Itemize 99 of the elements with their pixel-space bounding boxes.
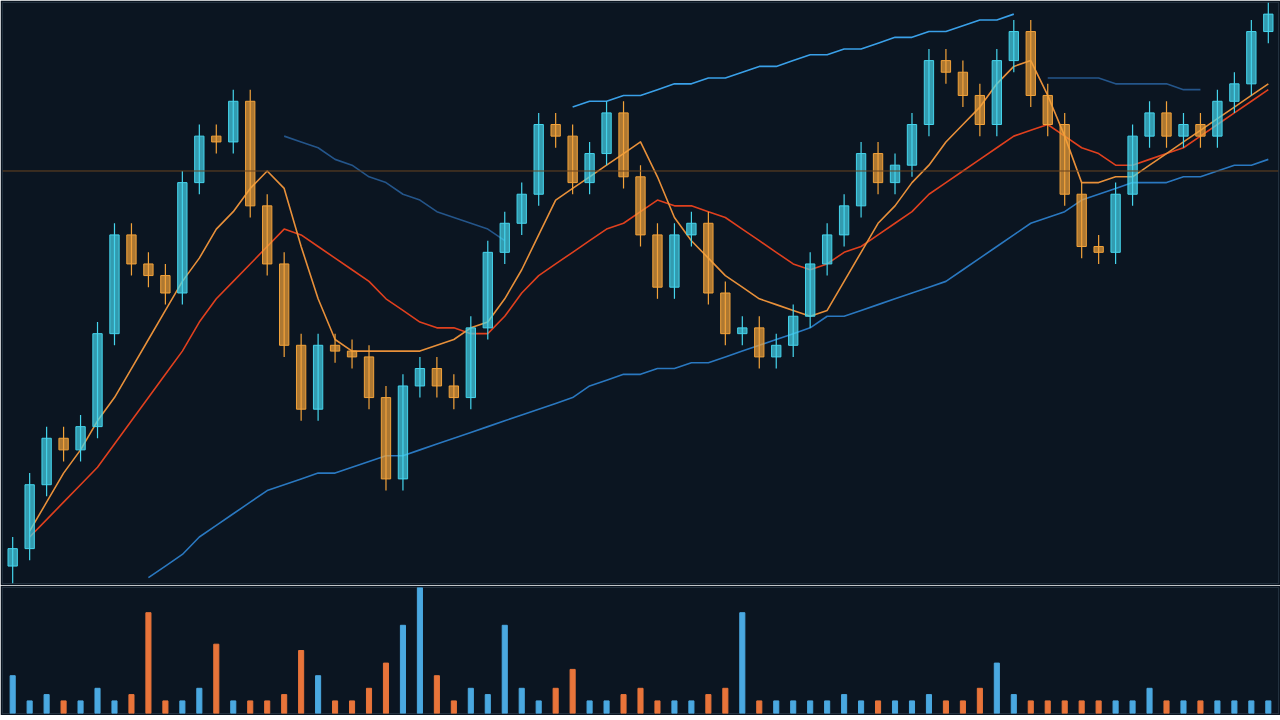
bar <box>1027 700 1034 714</box>
bar <box>145 612 152 714</box>
bar <box>365 687 373 714</box>
bar <box>1078 700 1085 714</box>
bar <box>162 700 169 714</box>
bar <box>620 694 627 714</box>
bar <box>94 687 101 714</box>
candlestick <box>940 48 952 85</box>
bar <box>1214 700 1221 714</box>
candlestick <box>431 356 443 399</box>
candlestick <box>1229 71 1240 114</box>
bar <box>552 687 559 714</box>
bar <box>1010 694 1017 714</box>
candlestick <box>957 60 969 108</box>
bar <box>196 687 203 714</box>
candlestick <box>414 356 426 399</box>
bar <box>77 700 84 714</box>
bar <box>111 700 118 714</box>
bar <box>1044 700 1051 714</box>
candlestick <box>329 333 341 364</box>
bar <box>501 624 508 714</box>
bar <box>230 700 237 714</box>
bar <box>26 700 33 714</box>
bar <box>1095 700 1102 714</box>
bar <box>773 700 780 714</box>
bar <box>1061 700 1068 714</box>
candlestick <box>771 333 782 370</box>
bar <box>450 700 457 714</box>
bar <box>382 662 390 714</box>
bar <box>315 675 322 714</box>
candlestick <box>160 263 171 306</box>
bar <box>654 700 661 714</box>
candlestick <box>686 211 697 248</box>
bar <box>416 587 423 714</box>
candlestick <box>1195 112 1206 149</box>
candlestick <box>1161 100 1172 149</box>
candlestick <box>75 414 86 463</box>
bar <box>484 694 491 714</box>
bar <box>959 700 966 714</box>
bar <box>1180 700 1187 714</box>
bar <box>1248 700 1255 714</box>
bar <box>433 675 440 714</box>
bar <box>332 700 339 714</box>
bar <box>875 700 882 714</box>
bar <box>1146 687 1153 714</box>
bar <box>824 700 831 714</box>
bar <box>705 694 712 714</box>
bar <box>993 662 1000 714</box>
bar <box>586 700 593 714</box>
bar <box>925 694 932 714</box>
bar <box>281 694 288 714</box>
candlestick <box>1144 100 1155 149</box>
bar <box>535 700 542 714</box>
candlestick <box>448 373 460 410</box>
bar <box>722 687 729 714</box>
bar <box>908 700 916 714</box>
bar <box>1265 700 1272 714</box>
bar <box>841 694 848 714</box>
bar <box>603 700 610 714</box>
bar <box>349 700 356 714</box>
bar <box>637 687 644 714</box>
candlestick <box>550 112 561 149</box>
bar <box>807 700 814 714</box>
bar <box>298 650 305 714</box>
candlestick <box>211 123 222 155</box>
candlestick <box>7 536 18 584</box>
bar <box>1129 700 1136 714</box>
bar <box>790 700 797 714</box>
candlestick <box>1263 2 1274 44</box>
bar <box>1163 700 1170 714</box>
bar <box>128 694 135 714</box>
bar <box>858 700 865 714</box>
bar <box>1231 700 1238 714</box>
bar <box>569 668 576 714</box>
bar <box>60 700 67 714</box>
candlestick <box>1093 234 1104 265</box>
bar <box>9 675 16 714</box>
bar <box>518 687 525 714</box>
bar <box>671 700 678 714</box>
bar <box>942 700 949 714</box>
candlestick <box>737 315 748 346</box>
bar <box>399 624 406 714</box>
bar <box>1112 700 1119 714</box>
bar <box>739 612 746 714</box>
bar <box>688 700 695 714</box>
bar <box>213 643 220 714</box>
bar <box>179 700 186 714</box>
candlestick <box>1178 112 1189 149</box>
bar <box>467 687 474 714</box>
bar <box>247 700 254 714</box>
bar <box>891 700 899 714</box>
bar <box>43 694 50 714</box>
bar <box>1197 700 1204 714</box>
candlestick <box>143 251 154 288</box>
bar <box>756 700 763 714</box>
bar <box>264 700 271 714</box>
bar <box>976 687 983 714</box>
candlestick <box>58 426 69 463</box>
candlestick <box>346 338 358 370</box>
